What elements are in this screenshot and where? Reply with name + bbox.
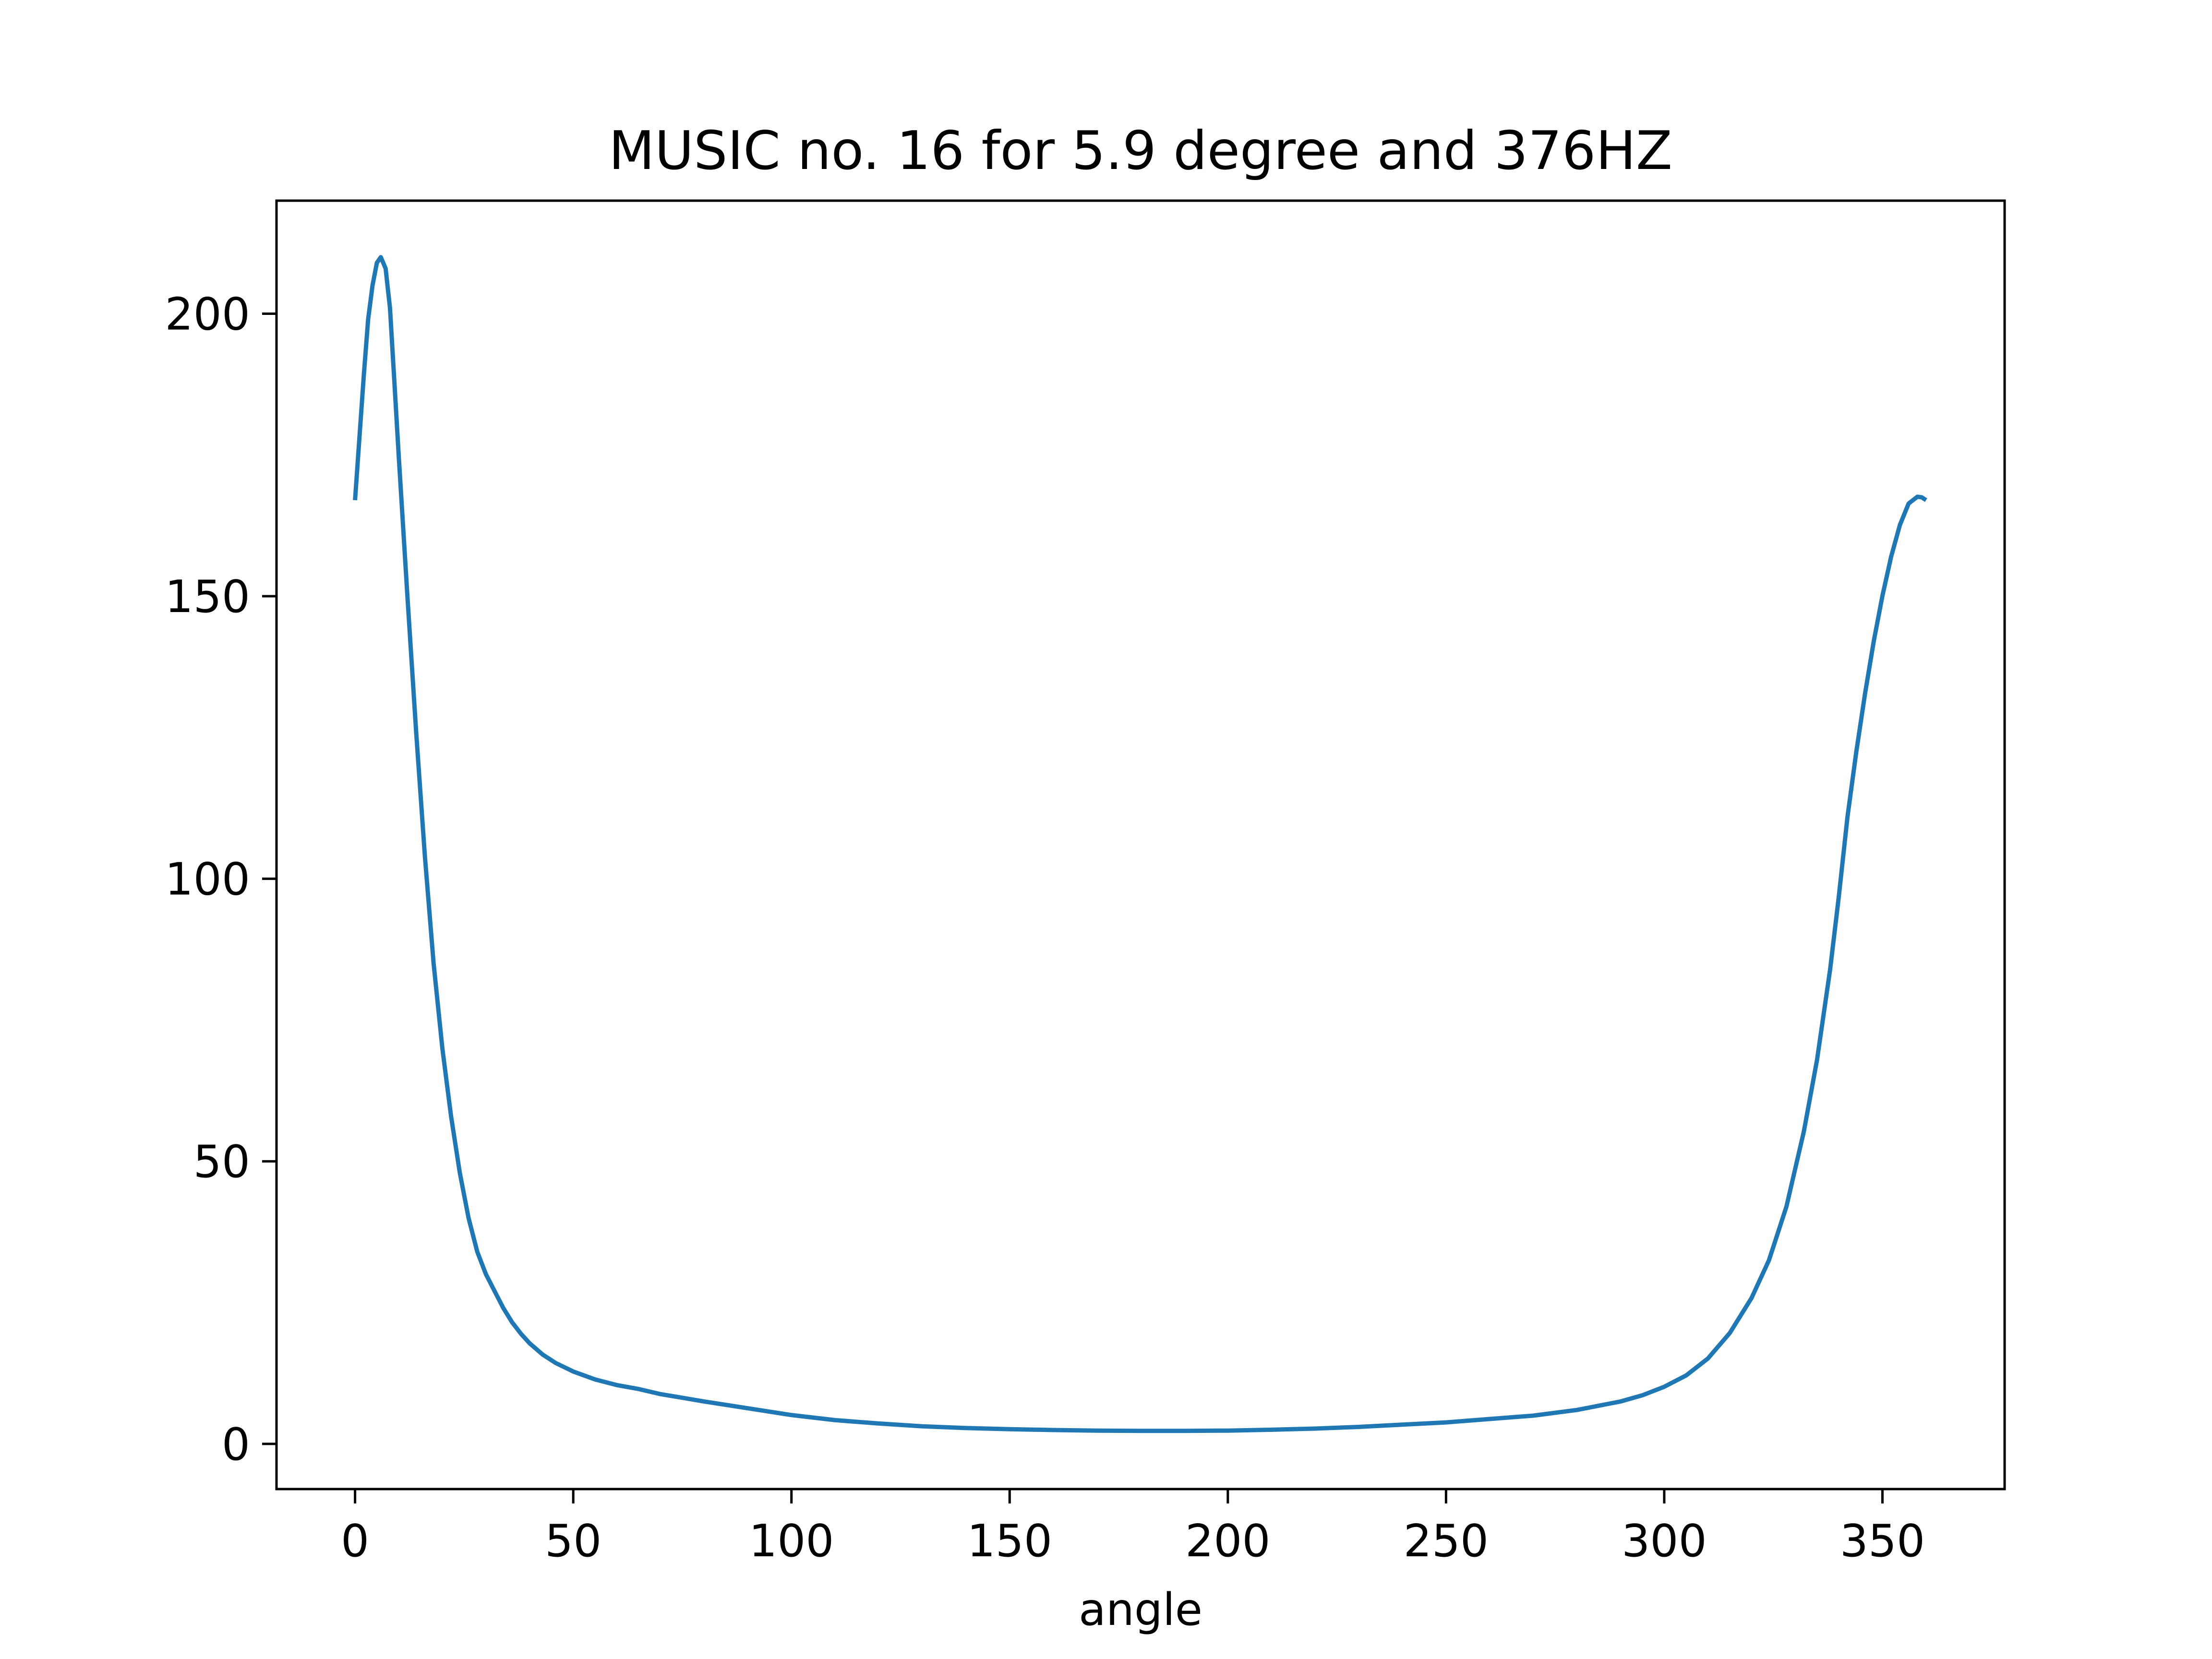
x-tick-label: 50 xyxy=(545,1515,601,1567)
y-tick-label: 100 xyxy=(165,854,250,905)
x-axis-label: angle xyxy=(1079,1584,1202,1635)
chart-title: MUSIC no. 16 for 5.9 degree and 376HZ xyxy=(609,120,1672,182)
series-line-0 xyxy=(353,255,1927,1433)
y-tick-label: 0 xyxy=(222,1419,250,1470)
x-tick-label: 200 xyxy=(1185,1515,1271,1567)
y-axis-ticks: 0 50 100 150 200 xyxy=(165,288,276,1470)
x-tick-label: 250 xyxy=(1404,1515,1489,1567)
y-tick-label: 200 xyxy=(165,288,250,340)
plot-content xyxy=(353,255,1927,1433)
x-tick-label: 300 xyxy=(1622,1515,1707,1567)
x-tick-label: 350 xyxy=(1840,1515,1925,1567)
x-tick-label: 100 xyxy=(749,1515,834,1567)
y-tick-label: 150 xyxy=(165,571,250,623)
y-tick-label: 50 xyxy=(193,1136,250,1188)
x-tick-label: 0 xyxy=(341,1515,369,1567)
x-tick-label: 150 xyxy=(967,1515,1053,1567)
plot-frame xyxy=(275,199,2006,1491)
x-axis-ticks: 0 50 100 150 200 250 300 350 xyxy=(341,1489,1925,1567)
